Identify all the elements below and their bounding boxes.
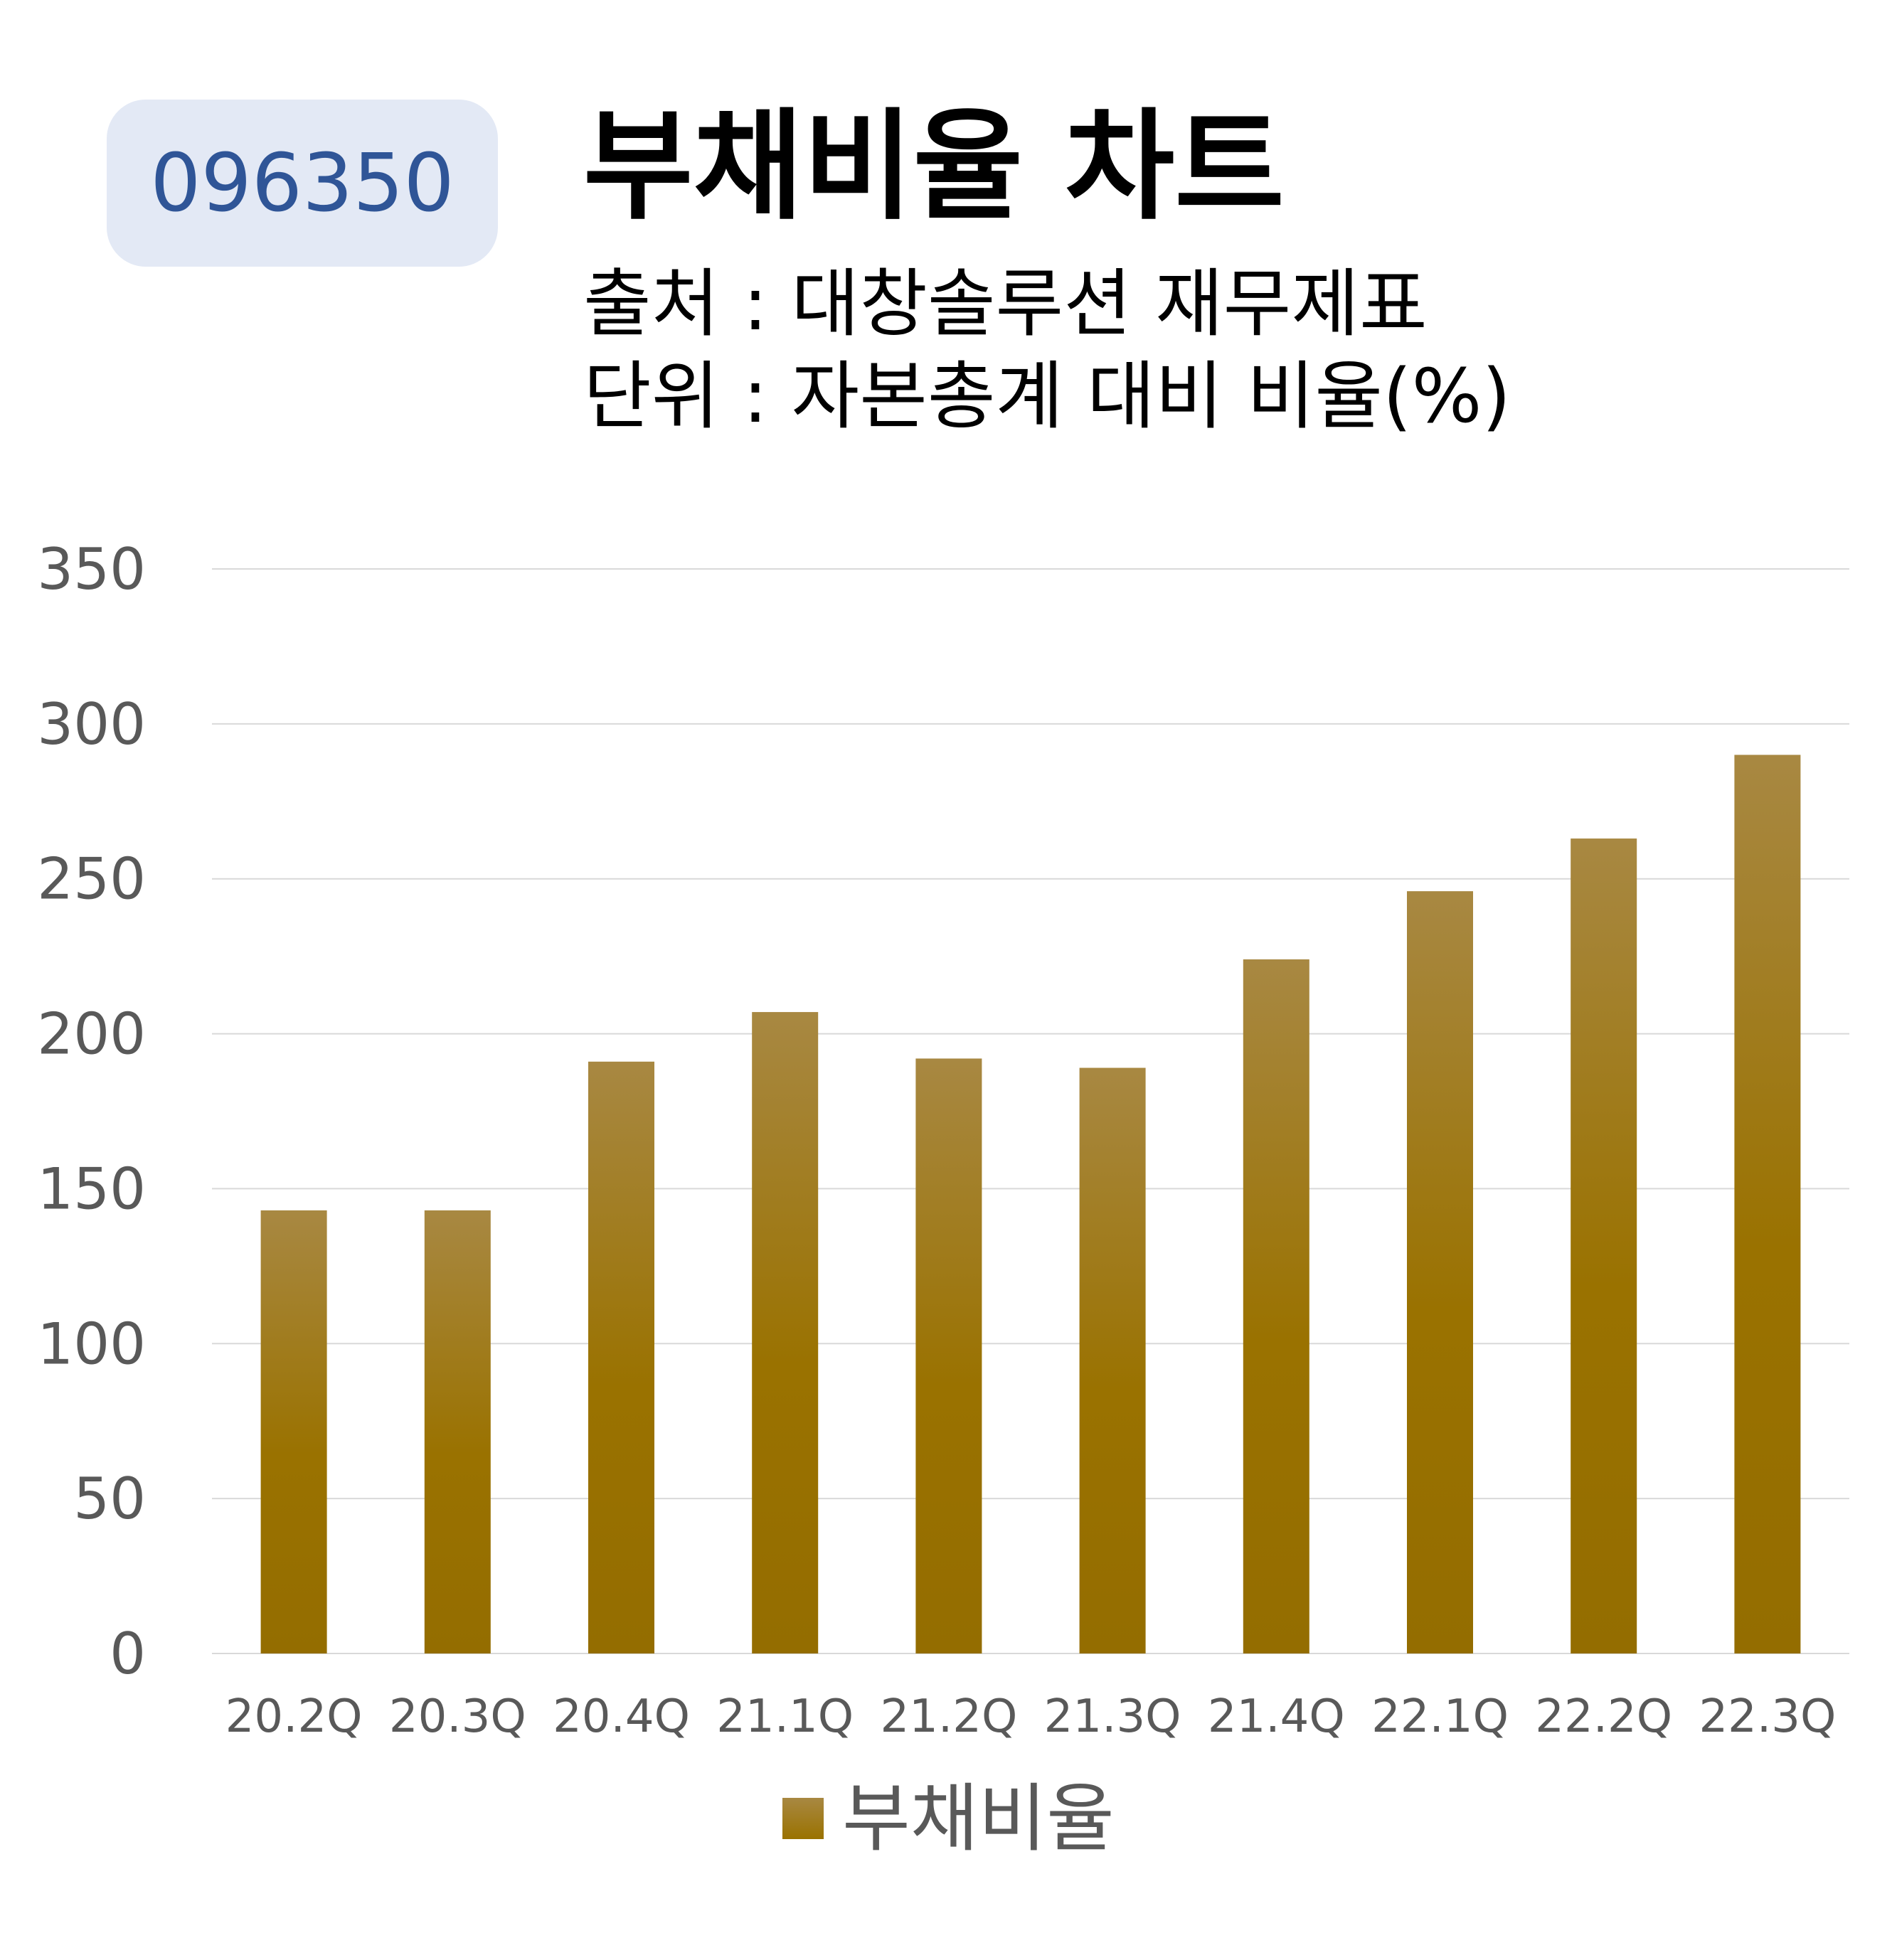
bar-21.2Q (915, 1058, 982, 1653)
bar-21.3Q (1079, 1067, 1146, 1653)
legend: 부채비율 (0, 1781, 1897, 1855)
x-tick-label: 20.3Q (389, 1690, 526, 1743)
y-tick-label: 0 (110, 1621, 146, 1687)
bar-20.4Q (588, 1061, 654, 1653)
chart-unit: 단위 : 자본총계 대비 비율(%) (583, 353, 1511, 440)
y-tick-label: 150 (37, 1156, 146, 1222)
ticker-badge: 096350 (107, 100, 498, 267)
legend-label: 부채비율 (842, 1775, 1115, 1862)
x-tick-label: 21.1Q (716, 1690, 854, 1743)
x-tick-label: 22.1Q (1371, 1690, 1509, 1743)
x-axis-ticks: 20.2Q 20.3Q 20.4Q 21.1Q 21.2Q 21.3Q 21.4Q 22.1Q… (225, 1690, 1837, 1743)
y-tick-label: 300 (37, 691, 146, 757)
chart-source: 출처 : 대창솔루션 재무제표 (583, 260, 1428, 347)
bar-20.2Q (260, 1210, 327, 1653)
x-tick-label: 20.2Q (225, 1690, 363, 1743)
x-tick-label: 21.3Q (1044, 1690, 1181, 1743)
bar-22.3Q (1734, 755, 1801, 1653)
legend-swatch (782, 1798, 824, 1839)
bar-22.2Q (1571, 838, 1637, 1653)
bars (260, 755, 1801, 1653)
chart-title: 부채비율 차트 (583, 97, 1285, 236)
bar-22.1Q (1407, 891, 1473, 1653)
y-axis-ticks: 0 50 100 150 200 250 300 350 (37, 536, 146, 1687)
ticker-code: 096350 (150, 137, 455, 230)
x-tick-label: 21.2Q (880, 1690, 1017, 1743)
x-tick-label: 20.4Q (553, 1690, 690, 1743)
bar-21.4Q (1243, 959, 1309, 1653)
y-tick-label: 200 (37, 1001, 146, 1067)
y-tick-label: 100 (37, 1311, 146, 1377)
y-tick-label: 350 (37, 536, 146, 602)
bar-20.3Q (424, 1210, 491, 1653)
x-tick-label: 22.2Q (1535, 1690, 1672, 1743)
y-tick-label: 50 (73, 1466, 146, 1532)
bar-21.1Q (752, 1012, 819, 1653)
y-tick-label: 250 (37, 846, 146, 912)
x-tick-label: 21.4Q (1208, 1690, 1345, 1743)
x-tick-label: 22.3Q (1699, 1690, 1836, 1743)
